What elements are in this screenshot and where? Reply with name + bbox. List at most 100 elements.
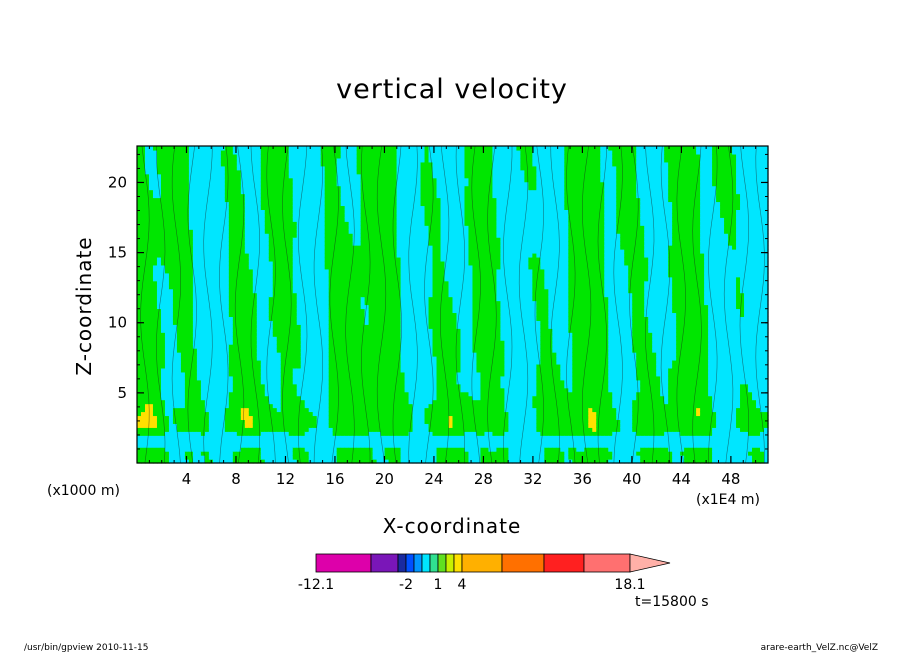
contour-cell bbox=[224, 431, 230, 436]
contour-cell bbox=[172, 363, 178, 369]
contour-cell bbox=[200, 320, 206, 325]
contour-cell bbox=[232, 324, 238, 329]
contour-cell bbox=[168, 146, 174, 151]
contour-cell bbox=[364, 367, 370, 373]
contour-cell bbox=[252, 423, 258, 428]
contour-cell bbox=[244, 225, 250, 230]
contour-cell bbox=[140, 328, 146, 333]
contour-cell bbox=[144, 221, 150, 226]
contour-cell bbox=[284, 157, 290, 163]
contour-cell bbox=[260, 443, 266, 448]
contour-cell bbox=[184, 415, 190, 421]
contour-cell bbox=[344, 379, 350, 385]
contour-cell bbox=[300, 312, 306, 317]
contour-cell bbox=[316, 181, 322, 187]
contour-cell bbox=[180, 284, 186, 290]
contour-cell bbox=[376, 356, 382, 361]
contour-cell bbox=[272, 221, 278, 226]
contour-cell bbox=[340, 233, 346, 238]
contour-cell bbox=[216, 217, 222, 222]
contour-cell bbox=[152, 217, 158, 222]
contour-cell bbox=[248, 304, 254, 310]
contour-cell bbox=[268, 256, 274, 262]
contour-cell bbox=[208, 193, 214, 199]
contour-cell bbox=[208, 205, 214, 210]
contour-cell bbox=[208, 324, 214, 329]
contour-cell bbox=[204, 383, 210, 389]
contour-cell bbox=[208, 312, 214, 317]
contour-cell bbox=[336, 411, 342, 417]
contour-cell bbox=[137, 407, 142, 413]
contour-cell bbox=[248, 249, 254, 254]
contour-cell bbox=[300, 272, 306, 278]
contour-cell bbox=[216, 359, 222, 365]
contour-cell bbox=[148, 328, 154, 333]
contour-cell bbox=[328, 439, 334, 444]
contour-cell bbox=[308, 241, 314, 246]
contour-cell bbox=[236, 340, 242, 345]
contour-cell bbox=[156, 185, 162, 191]
contour-cell bbox=[356, 356, 362, 361]
contour-cell bbox=[304, 213, 310, 218]
contour-cell bbox=[156, 320, 162, 325]
contour-cell bbox=[272, 149, 278, 155]
contour-cell bbox=[252, 328, 258, 333]
contour-cell bbox=[144, 459, 150, 464]
contour-cell bbox=[172, 391, 178, 397]
contour-cell bbox=[212, 264, 218, 270]
contour-cell bbox=[152, 296, 158, 302]
contour-cell bbox=[248, 205, 254, 210]
contour-cell bbox=[192, 340, 198, 345]
contour-cell bbox=[328, 217, 334, 222]
contour-cell bbox=[360, 165, 366, 171]
contour-cell bbox=[352, 451, 358, 456]
contour-cell bbox=[208, 399, 214, 405]
contour-cell bbox=[192, 153, 198, 159]
contour-cell bbox=[224, 217, 230, 222]
contour-cell bbox=[276, 371, 282, 377]
contour-cell bbox=[280, 439, 286, 444]
contour-cell bbox=[292, 237, 298, 242]
contour-cell bbox=[180, 229, 186, 234]
contour-cell bbox=[256, 165, 262, 171]
contour-cell bbox=[316, 419, 322, 424]
contour-cell bbox=[252, 308, 258, 314]
contour-cell bbox=[220, 352, 226, 357]
contour-cell bbox=[264, 308, 270, 314]
contour-cell bbox=[332, 221, 338, 226]
contour-cell bbox=[284, 344, 290, 349]
contour-cell bbox=[184, 209, 190, 214]
contour-cell bbox=[220, 292, 226, 298]
contour-cell bbox=[280, 284, 286, 290]
contour-cell bbox=[300, 443, 306, 448]
contour-cell bbox=[240, 177, 246, 183]
contour-cell bbox=[232, 241, 238, 246]
contour-cell bbox=[176, 431, 182, 436]
contour-cell bbox=[372, 336, 378, 341]
contour-cell bbox=[312, 177, 318, 183]
contour-cell bbox=[272, 447, 278, 452]
contour-cell bbox=[384, 439, 390, 444]
contour-cell bbox=[216, 316, 222, 321]
contour-cell bbox=[224, 435, 230, 440]
contour-cell bbox=[328, 197, 334, 203]
contour-cell bbox=[232, 348, 238, 353]
contour-cell bbox=[164, 213, 170, 218]
contour-cell bbox=[232, 260, 238, 266]
contour-cell bbox=[148, 146, 154, 151]
contour-cell bbox=[160, 336, 166, 341]
contour-cell bbox=[320, 415, 326, 421]
contour-cell bbox=[336, 367, 342, 373]
contour-cell bbox=[216, 391, 222, 397]
contour-cell bbox=[280, 264, 286, 270]
contour-cell bbox=[292, 332, 298, 337]
contour-cell bbox=[208, 217, 214, 222]
contour-cell bbox=[160, 399, 166, 405]
contour-cell bbox=[324, 359, 330, 365]
contour-cell bbox=[332, 233, 338, 238]
contour-cell bbox=[380, 359, 386, 365]
contour-cell bbox=[296, 359, 302, 365]
contour-cell bbox=[344, 419, 350, 424]
contour-cell bbox=[168, 272, 174, 278]
contour-cell bbox=[172, 288, 178, 294]
